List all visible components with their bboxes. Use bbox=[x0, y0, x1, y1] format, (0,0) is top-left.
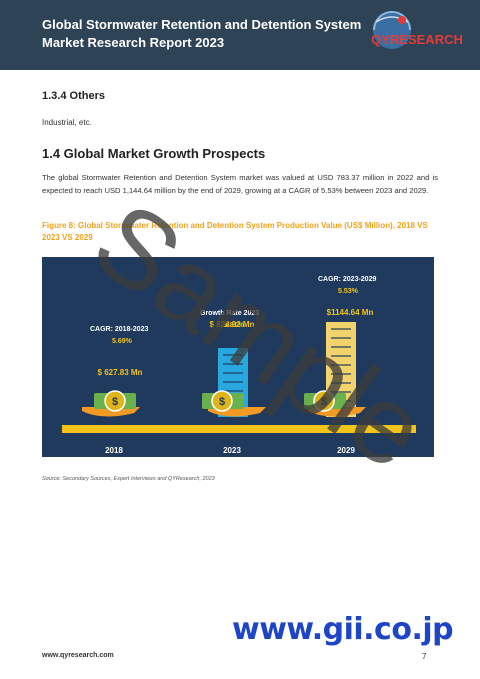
coin-hand-2029: $ bbox=[304, 390, 366, 417]
qyresearch-logo: QYRESEARCH bbox=[362, 8, 472, 64]
footer-url[interactable]: www.qyresearch.com bbox=[42, 652, 114, 659]
category-label-2029: 2029 bbox=[337, 446, 355, 455]
growth-paragraph: The global Stormwater Retention and Dete… bbox=[42, 173, 438, 195]
svg-text:$: $ bbox=[112, 396, 118, 408]
coin-hand-2023: $ bbox=[202, 390, 266, 417]
coin-hand-2018: $ bbox=[82, 390, 140, 417]
document-line bbox=[331, 382, 351, 384]
annotation-value-cagr-2023-2029: 5.53% bbox=[338, 288, 359, 295]
document-line bbox=[331, 328, 351, 330]
category-label-2018: 2018 bbox=[105, 446, 123, 455]
annotation-label-cagr-2023-2029: CAGR: 2023-2029 bbox=[318, 276, 376, 283]
gii-watermark-url[interactable]: www.gii.co.jp bbox=[232, 612, 454, 647]
section-heading-14: 1.4 Global Market Growth Prospects bbox=[42, 146, 266, 161]
svg-text:$: $ bbox=[321, 396, 327, 408]
growth-infographic: $ $ $ 2018 2023 2029 $ 627.83 Mn $ 828.9… bbox=[42, 257, 434, 457]
svg-text:$: $ bbox=[219, 396, 225, 408]
document-line bbox=[331, 346, 351, 348]
logo-wordmark: QYRESEARCH bbox=[371, 32, 463, 47]
category-label-2023: 2023 bbox=[223, 446, 241, 455]
document-line bbox=[223, 381, 243, 383]
value-label-2023: $ 828.92 Mn bbox=[210, 320, 255, 329]
page-number: 7 bbox=[422, 652, 427, 661]
timeline-bar bbox=[62, 425, 416, 433]
document-line bbox=[331, 337, 351, 339]
document-line bbox=[223, 390, 243, 392]
document-line bbox=[331, 355, 351, 357]
document-line bbox=[331, 364, 351, 366]
section-heading-134: 1.3.4 Others bbox=[42, 90, 105, 102]
figure-caption: Figure 8: Global Stormwater Retention an… bbox=[42, 221, 428, 242]
report-title: Global Stormwater Retention and Detentio… bbox=[42, 17, 362, 50]
header-bar: Global Stormwater Retention and Detentio… bbox=[0, 0, 480, 70]
annotation-label-cagr-2018-2023: CAGR: 2018-2023 bbox=[90, 326, 148, 333]
annotation-value-growth-2023: 5.81% bbox=[224, 322, 245, 329]
document-line bbox=[331, 373, 351, 375]
annotation-label-growth-2023: Growth Rate 2023 bbox=[200, 310, 259, 317]
value-label-2029: $1144.64 Mn bbox=[327, 308, 374, 317]
annotation-value-cagr-2018-2023: 5.69% bbox=[112, 338, 133, 345]
section-body-134: Industrial, etc. bbox=[42, 118, 92, 127]
document-line bbox=[223, 354, 243, 356]
figure-source: Source: Secondary Sources, Expert Interv… bbox=[42, 476, 215, 482]
value-label-2018: $ 627.83 Mn bbox=[98, 368, 143, 377]
document-line bbox=[223, 363, 243, 365]
document-line bbox=[331, 391, 351, 393]
document-line bbox=[223, 372, 243, 374]
